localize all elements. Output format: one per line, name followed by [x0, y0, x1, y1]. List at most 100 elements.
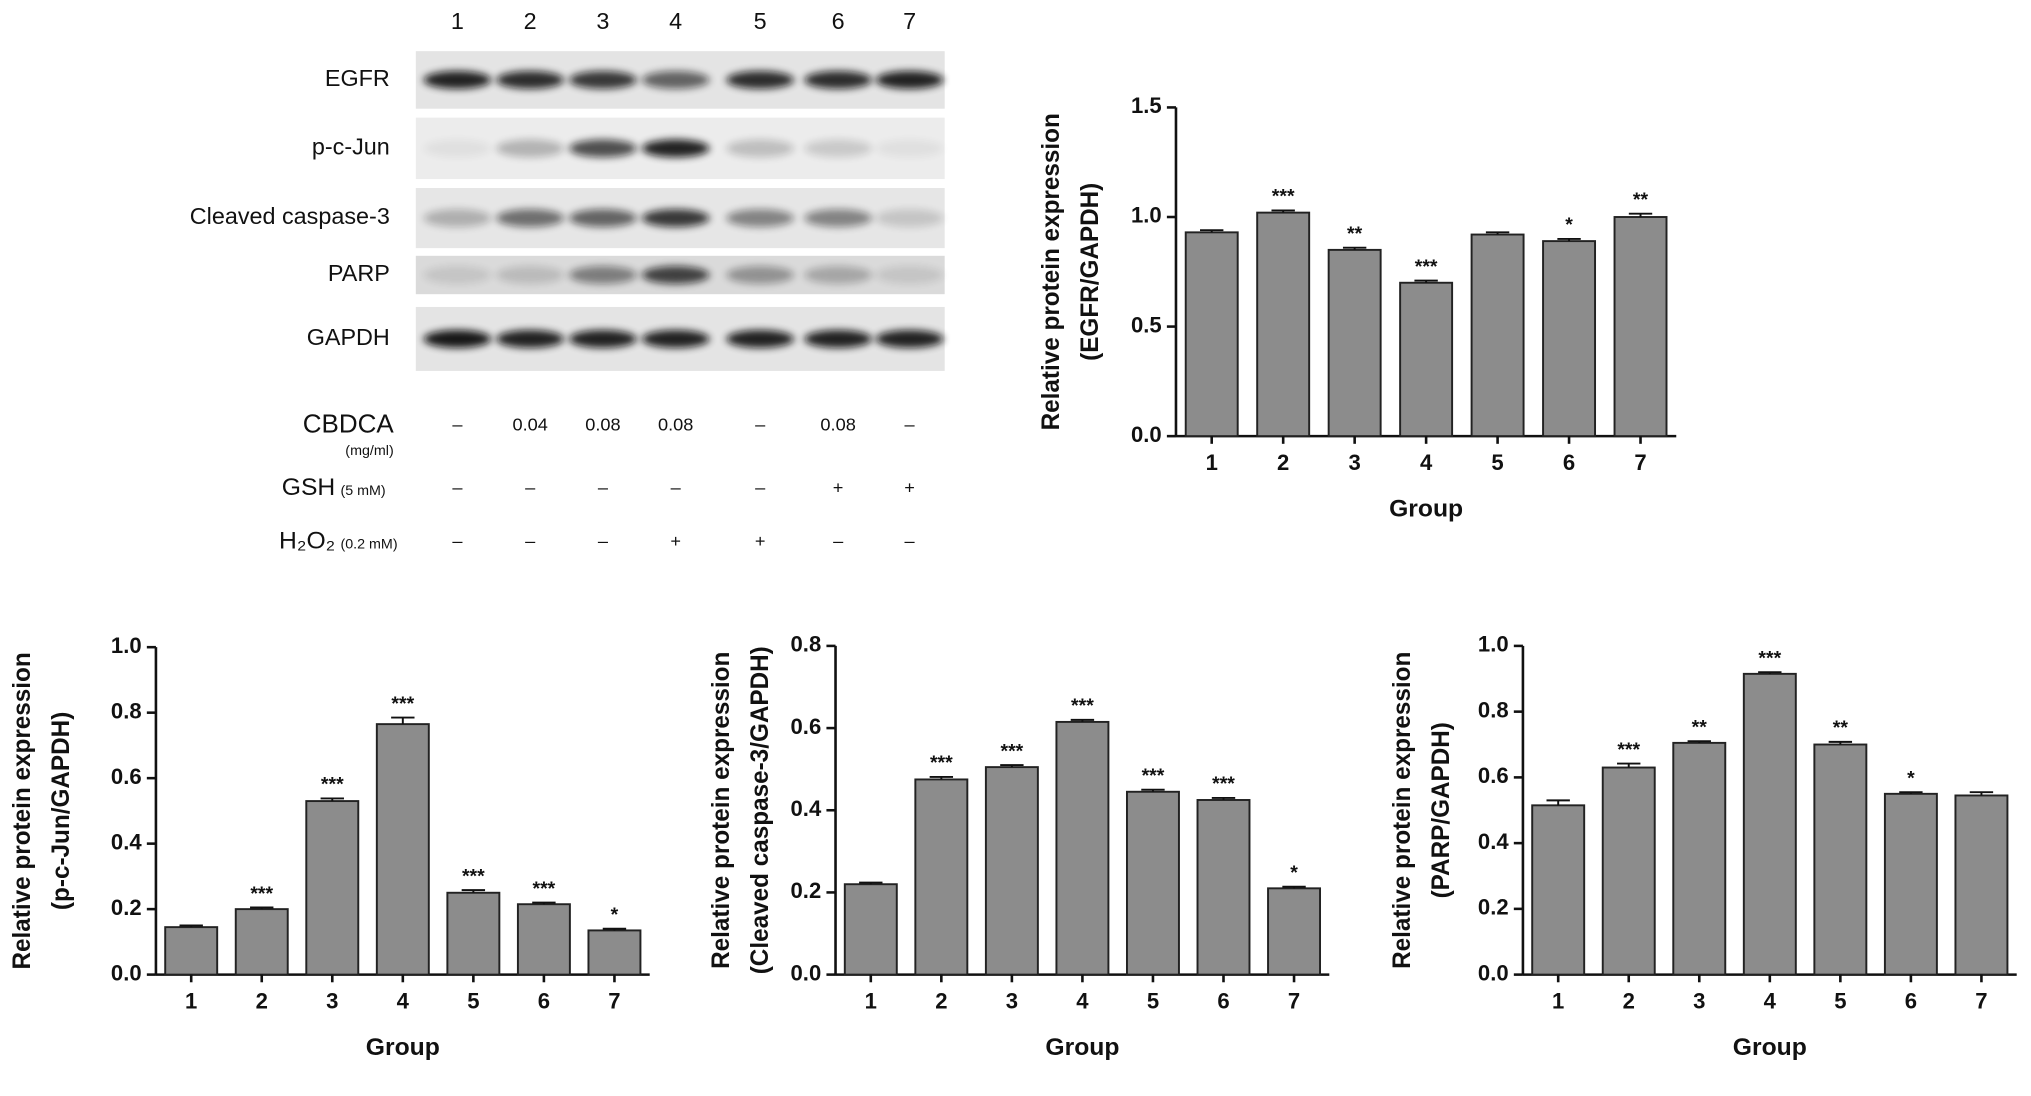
bar: [914, 778, 969, 976]
treatment-value: 0.08: [585, 415, 620, 435]
significance-label: **: [1633, 190, 1649, 211]
blot-band: [641, 139, 710, 158]
significance-label: ***: [1071, 696, 1094, 717]
y-axis-label: (p-c-Jun/GAPDH): [48, 712, 75, 910]
treatment-value: +: [833, 477, 844, 497]
treatment-value: 0.08: [820, 415, 855, 435]
significance-label: ***: [1272, 187, 1295, 208]
treatment-value: +: [755, 531, 766, 551]
bar: [1542, 240, 1597, 438]
x-tick-label: 4: [1764, 989, 1777, 1014]
y-tick-label: 0.0: [1131, 422, 1162, 447]
x-tick-label: 5: [1834, 989, 1846, 1014]
bar: [1613, 216, 1668, 438]
protein-label: p-c-Jun: [312, 134, 390, 160]
x-tick-label: 7: [1288, 989, 1300, 1014]
y-tick-label: 0.2: [791, 878, 822, 903]
error-bar: [1969, 791, 1994, 796]
treatment-value: +: [904, 477, 915, 497]
treatment-value: –: [755, 415, 766, 435]
bar: [1196, 799, 1251, 976]
significance-label: **: [1692, 718, 1708, 739]
significance-label: ***: [250, 884, 273, 905]
y-tick-label: 1.5: [1131, 93, 1162, 118]
blot-band: [726, 139, 794, 158]
blot-band: [496, 139, 564, 158]
blot-band: [875, 209, 944, 228]
x-tick-label: 5: [467, 989, 479, 1014]
blot-band: [569, 139, 637, 158]
blot-band: [875, 329, 944, 348]
y-axis-label: (Cleaved caspase-3/GAPDH): [747, 646, 774, 974]
blot-band: [726, 70, 794, 89]
blot-band: [423, 70, 492, 89]
significance-label: ***: [1617, 740, 1640, 761]
y-tick-label: 0.2: [111, 895, 142, 920]
y-tick-label: 1.0: [1478, 632, 1509, 657]
error-bar: [1414, 279, 1438, 283]
protein-label: Cleaved caspase-3: [190, 203, 390, 229]
x-tick-label: 1: [865, 989, 877, 1014]
error-bar: [1628, 212, 1653, 218]
significance-label: ***: [1142, 766, 1165, 787]
bar: [1256, 211, 1311, 438]
lane-label: 2: [524, 8, 537, 34]
bar: [164, 926, 219, 976]
error-bar: [1342, 246, 1367, 250]
bar: [1184, 231, 1239, 438]
y-tick-label: 0.0: [791, 961, 822, 986]
bar: [984, 766, 1039, 976]
significance-label: ***: [533, 879, 556, 900]
x-tick-label: 2: [935, 989, 947, 1014]
y-axis-label: Relative protein expression: [1038, 113, 1065, 430]
y-tick-label: 0.6: [111, 764, 142, 789]
x-tick-label: 3: [1349, 450, 1361, 475]
treatment-value: –: [598, 531, 609, 551]
x-axis-label: Group: [1733, 1034, 1807, 1061]
error-bar: [1070, 718, 1095, 722]
y-tick-label: 0.4: [111, 830, 143, 855]
y-axis-label: Relative protein expression: [708, 652, 735, 969]
significance-label: ***: [1415, 257, 1438, 278]
error-bar: [320, 797, 344, 802]
blot-band: [804, 209, 872, 228]
bar: [375, 723, 430, 976]
treatment-value: –: [452, 477, 463, 497]
y-axis-label: (PARP/GAPDH): [1428, 722, 1455, 898]
y-axis-label: (EGFR/GAPDH): [1077, 183, 1104, 361]
treatment-value: –: [833, 531, 844, 551]
y-axis-label: Relative protein expression: [1389, 652, 1416, 969]
bar: [1055, 720, 1110, 976]
blot-band: [423, 329, 492, 348]
x-tick-label: 4: [397, 989, 410, 1014]
error-bar: [1271, 209, 1295, 213]
blot-band: [804, 70, 872, 89]
x-axis-label: Group: [1045, 1034, 1119, 1061]
treatment-value: –: [452, 531, 463, 551]
y-tick-label: 1.0: [111, 633, 142, 658]
error-bar: [532, 901, 556, 905]
x-tick-label: 2: [1623, 989, 1635, 1014]
bar: [1672, 741, 1727, 976]
x-tick-label: 7: [1634, 450, 1646, 475]
blot-band: [726, 266, 794, 284]
lane-label: 3: [596, 8, 609, 34]
y-tick-label: 0.2: [1478, 895, 1509, 920]
blot-band: [423, 266, 492, 284]
y-axis-label: Relative protein expression: [9, 652, 36, 969]
significance-label: **: [1347, 224, 1363, 245]
treatment-value: 0.08: [658, 415, 693, 435]
significance-label: ***: [1001, 741, 1024, 762]
blot-band: [875, 139, 944, 158]
treatment-value: –: [905, 531, 916, 551]
blot-band: [569, 329, 637, 348]
treatment-value: –: [525, 531, 536, 551]
lane-label: 5: [754, 8, 767, 34]
protein-label: GAPDH: [307, 324, 390, 350]
y-tick-label: 0.4: [791, 796, 823, 821]
y-tick-label: 0.8: [1478, 698, 1509, 723]
x-axis-label: Group: [366, 1034, 440, 1061]
blot-band: [641, 329, 710, 348]
error-bar: [1617, 762, 1641, 768]
